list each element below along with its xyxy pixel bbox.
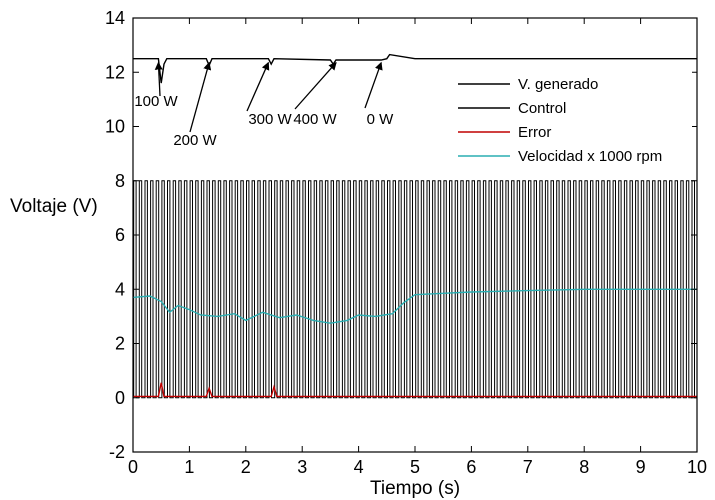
series-v-generado-line — [133, 53, 697, 84]
legend-label: Control — [518, 100, 566, 117]
annotation-arrow — [154, 61, 163, 97]
annotation-arrow — [189, 61, 212, 133]
y-tick-label: 6 — [115, 225, 125, 245]
legend-label: Velocidad x 1000 rpm — [518, 148, 662, 165]
x-tick-label: 5 — [410, 457, 420, 477]
legend-label: Error — [518, 124, 551, 141]
x-tick-label: 8 — [579, 457, 589, 477]
y-tick-label: 10 — [105, 117, 125, 137]
y-tick-label: 2 — [115, 334, 125, 354]
x-tick-label: 3 — [297, 457, 307, 477]
annotation-label: 200 W — [173, 132, 217, 149]
x-tick-label: 2 — [241, 457, 251, 477]
annotation-label: 100 W — [134, 93, 178, 110]
y-tick-label: 8 — [115, 171, 125, 191]
annotation-label: 300 W — [248, 111, 292, 128]
plot-layer — [132, 53, 697, 399]
y-tick-label: 14 — [105, 8, 125, 28]
y-tick-label: 4 — [115, 279, 125, 299]
annotation-label: 400 W — [293, 111, 337, 128]
series-error-line — [133, 382, 697, 398]
x-tick-label: 6 — [466, 457, 476, 477]
legend: V. generado Control Error Velocidad x 1000 … — [452, 66, 692, 170]
x-tick-label: 0 — [128, 457, 138, 477]
annotation-100w: 100 W — [134, 61, 179, 110]
annotation-arrow — [364, 61, 383, 109]
y-tick-label: 0 — [115, 388, 125, 408]
series-control-line — [133, 180, 697, 399]
x-tick-label: 10 — [687, 457, 707, 477]
annotation-arrow — [294, 61, 337, 110]
legend-control: Control — [458, 100, 566, 117]
x-axis-label: Tiempo (s) — [370, 478, 460, 499]
y-axis-label: Voltaje (V) — [10, 196, 98, 217]
x-tick-label: 7 — [523, 457, 533, 477]
annotation-arrow — [246, 61, 270, 112]
x-tick-label: 1 — [184, 457, 194, 477]
legend-velocidad: Velocidad x 1000 rpm — [458, 148, 662, 165]
x-tick-label: 4 — [354, 457, 364, 477]
y-tick-label: -2 — [109, 442, 125, 462]
annotation-200w: 200 W — [173, 61, 218, 149]
legend-label: V. generado — [518, 76, 598, 93]
x-tick-label: 9 — [636, 457, 646, 477]
annotation-0w: 0 W — [364, 61, 395, 128]
series-velocidad-line — [132, 288, 697, 324]
annotations: 100 W 200 W 300 W 400 W 0 W — [134, 61, 395, 149]
annotation-label: 0 W — [367, 111, 395, 128]
legend-v-generado: V. generado — [458, 76, 598, 93]
annotation-400w: 400 W — [293, 61, 338, 128]
legend-error: Error — [458, 124, 551, 141]
y-tick-label: 12 — [105, 62, 125, 82]
annotation-300w: 300 W — [246, 61, 293, 128]
